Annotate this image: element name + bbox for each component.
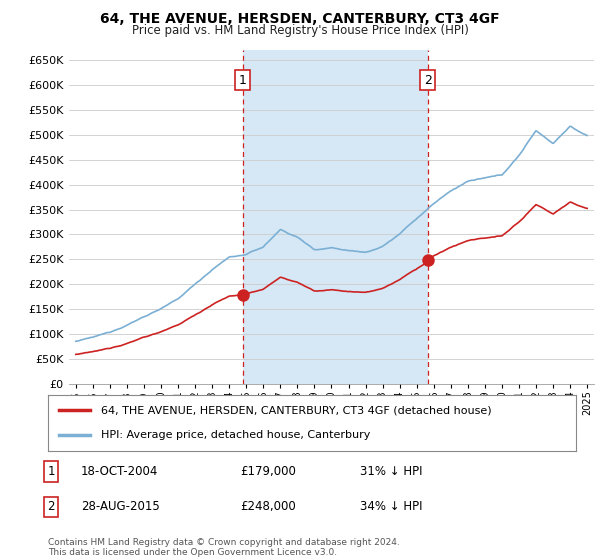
Text: 31% ↓ HPI: 31% ↓ HPI [360,465,422,478]
Text: £179,000: £179,000 [240,465,296,478]
Text: 64, THE AVENUE, HERSDEN, CANTERBURY, CT3 4GF: 64, THE AVENUE, HERSDEN, CANTERBURY, CT3… [100,12,500,26]
Text: 2: 2 [424,74,432,87]
Text: 18-OCT-2004: 18-OCT-2004 [81,465,158,478]
Text: 1: 1 [47,465,55,478]
Text: 64, THE AVENUE, HERSDEN, CANTERBURY, CT3 4GF (detached house): 64, THE AVENUE, HERSDEN, CANTERBURY, CT3… [101,405,491,416]
Bar [242,50,428,384]
Text: 34% ↓ HPI: 34% ↓ HPI [360,500,422,514]
Text: 1: 1 [239,74,247,87]
Text: Contains HM Land Registry data © Crown copyright and database right 2024.
This d: Contains HM Land Registry data © Crown c… [48,538,400,557]
Text: Price paid vs. HM Land Registry's House Price Index (HPI): Price paid vs. HM Land Registry's House … [131,24,469,36]
Text: HPI: Average price, detached house, Canterbury: HPI: Average price, detached house, Cant… [101,430,370,440]
Text: 2: 2 [47,500,55,514]
Text: £248,000: £248,000 [240,500,296,514]
Text: 28-AUG-2015: 28-AUG-2015 [81,500,160,514]
